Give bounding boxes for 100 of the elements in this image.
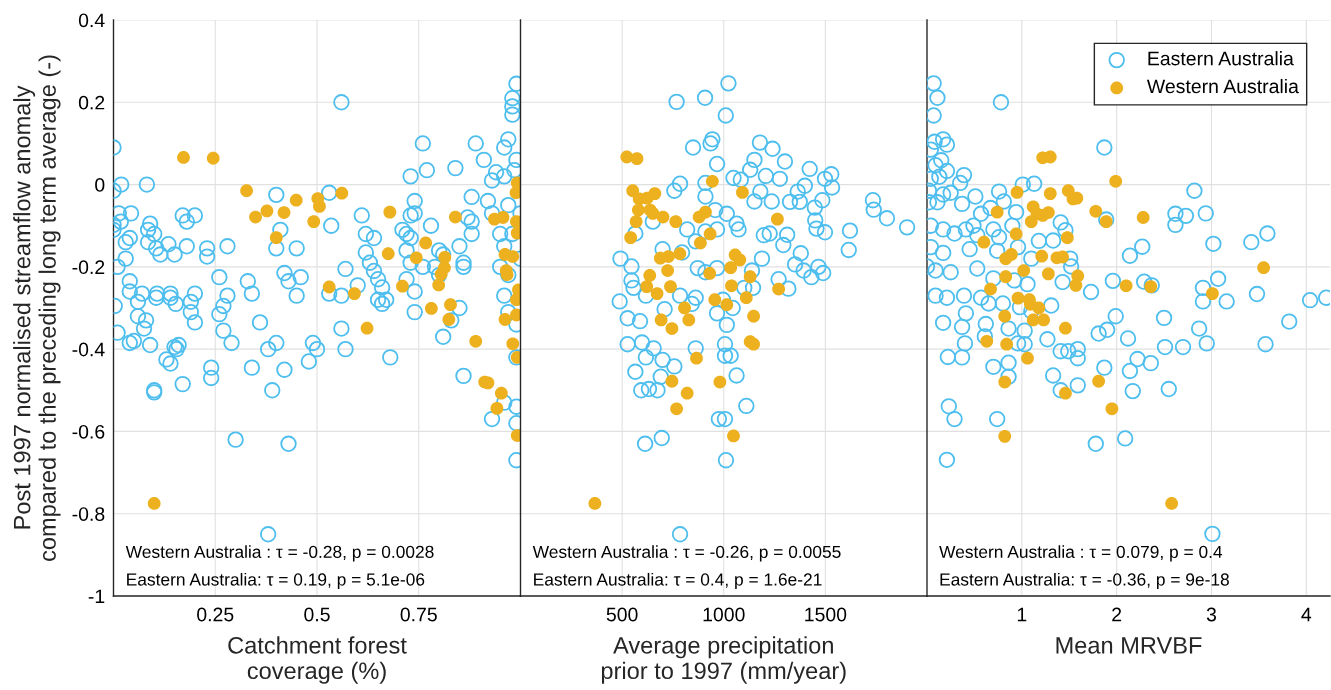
- point: [588, 497, 602, 510]
- point: [670, 402, 683, 416]
- y-tick-label: 0: [95, 178, 105, 192]
- point: [1056, 250, 1069, 264]
- point: [739, 291, 753, 305]
- point: [747, 337, 761, 351]
- point: [650, 287, 664, 300]
- y-axis-title: Post 1997 normalised streamflow anomaly compared to the preceding long term average (-): [13, 55, 61, 561]
- point: [269, 231, 283, 245]
- annotation: Western Australia : τ = 0.079, p = 0.4: [939, 545, 1223, 562]
- point: [1109, 174, 1123, 188]
- point: [680, 386, 694, 400]
- point: [727, 429, 740, 443]
- x-axis-title: Catchment forest coverage (%): [228, 636, 407, 684]
- point: [434, 267, 448, 281]
- point: [1011, 291, 1025, 305]
- point: [506, 337, 520, 351]
- x-axis-title: Mean MRVBF: [1056, 637, 1202, 654]
- point: [690, 351, 703, 365]
- point: [289, 193, 303, 207]
- point: [442, 313, 456, 326]
- point: [1069, 278, 1083, 292]
- point: [1009, 227, 1023, 241]
- point: [703, 267, 717, 280]
- point: [720, 298, 734, 312]
- point: [1165, 497, 1179, 510]
- point: [1017, 264, 1031, 277]
- point: [664, 280, 677, 294]
- point: [631, 203, 645, 217]
- point: [736, 185, 749, 199]
- point: [498, 313, 512, 326]
- point: [396, 279, 409, 293]
- point: [747, 309, 761, 323]
- point: [509, 186, 521, 200]
- point: [419, 236, 433, 250]
- point: [665, 322, 679, 335]
- point: [277, 206, 291, 219]
- annotation: Eastern Australia: τ = -0.36, p = 9e-18: [940, 572, 1229, 590]
- point: [494, 386, 508, 400]
- point: [260, 204, 274, 218]
- point: [725, 279, 738, 293]
- point: [381, 247, 395, 261]
- point: [643, 269, 657, 282]
- point: [313, 199, 326, 213]
- point: [249, 210, 262, 224]
- x-tick-label: 3: [1206, 607, 1217, 622]
- y-tick-label: 0.4: [78, 13, 105, 28]
- x-tick-label: 500: [606, 607, 638, 622]
- x-axis-title: Average precipitation prior to 1997 (mm/year): [601, 636, 846, 684]
- x-tick-label: 1000: [703, 607, 745, 622]
- point: [703, 227, 717, 241]
- point: [448, 210, 462, 224]
- point: [335, 186, 349, 200]
- point: [322, 280, 336, 294]
- annotation: Western Australia : τ = -0.26, p = 0.0055: [532, 545, 841, 562]
- point: [998, 429, 1012, 443]
- point: [1021, 351, 1034, 365]
- point: [1059, 321, 1072, 335]
- point: [713, 375, 727, 389]
- y-tick-label: -0.4: [72, 342, 105, 357]
- point: [1257, 261, 1271, 275]
- y-tick-label: 0.2: [78, 95, 105, 110]
- point: [1041, 206, 1055, 219]
- x-tick-label: 0.5: [304, 607, 330, 622]
- point: [307, 215, 321, 228]
- point: [1043, 187, 1057, 201]
- y-tick-label: -0.6: [72, 424, 105, 439]
- point: [1060, 231, 1074, 245]
- point: [1089, 204, 1103, 218]
- point: [348, 287, 361, 300]
- annotation: Eastern Australia: τ = 0.19, p = 5.1e-06: [127, 572, 425, 590]
- point: [771, 212, 784, 226]
- y-tick-label: -1: [88, 589, 105, 604]
- point: [699, 205, 712, 219]
- point: [624, 231, 638, 245]
- point: [1105, 402, 1119, 416]
- point: [424, 302, 438, 315]
- point: [432, 278, 446, 292]
- x-tick-label: 0.25: [197, 607, 234, 622]
- point: [661, 264, 675, 277]
- point: [999, 270, 1013, 284]
- point: [1010, 185, 1024, 199]
- point: [743, 270, 757, 284]
- point: [640, 280, 654, 294]
- point: [705, 174, 719, 188]
- point: [662, 250, 675, 263]
- point: [656, 210, 670, 224]
- point: [1000, 337, 1014, 351]
- x-tick-label: 4: [1301, 607, 1312, 622]
- point: [444, 298, 457, 312]
- point: [1024, 215, 1038, 228]
- legend-label: Eastern Australia: [1148, 51, 1294, 66]
- point: [654, 313, 668, 327]
- point: [678, 301, 691, 315]
- point: [724, 261, 738, 275]
- point: [1119, 279, 1133, 293]
- point: [629, 215, 643, 228]
- point: [980, 334, 994, 348]
- point: [998, 309, 1012, 323]
- point: [693, 236, 707, 250]
